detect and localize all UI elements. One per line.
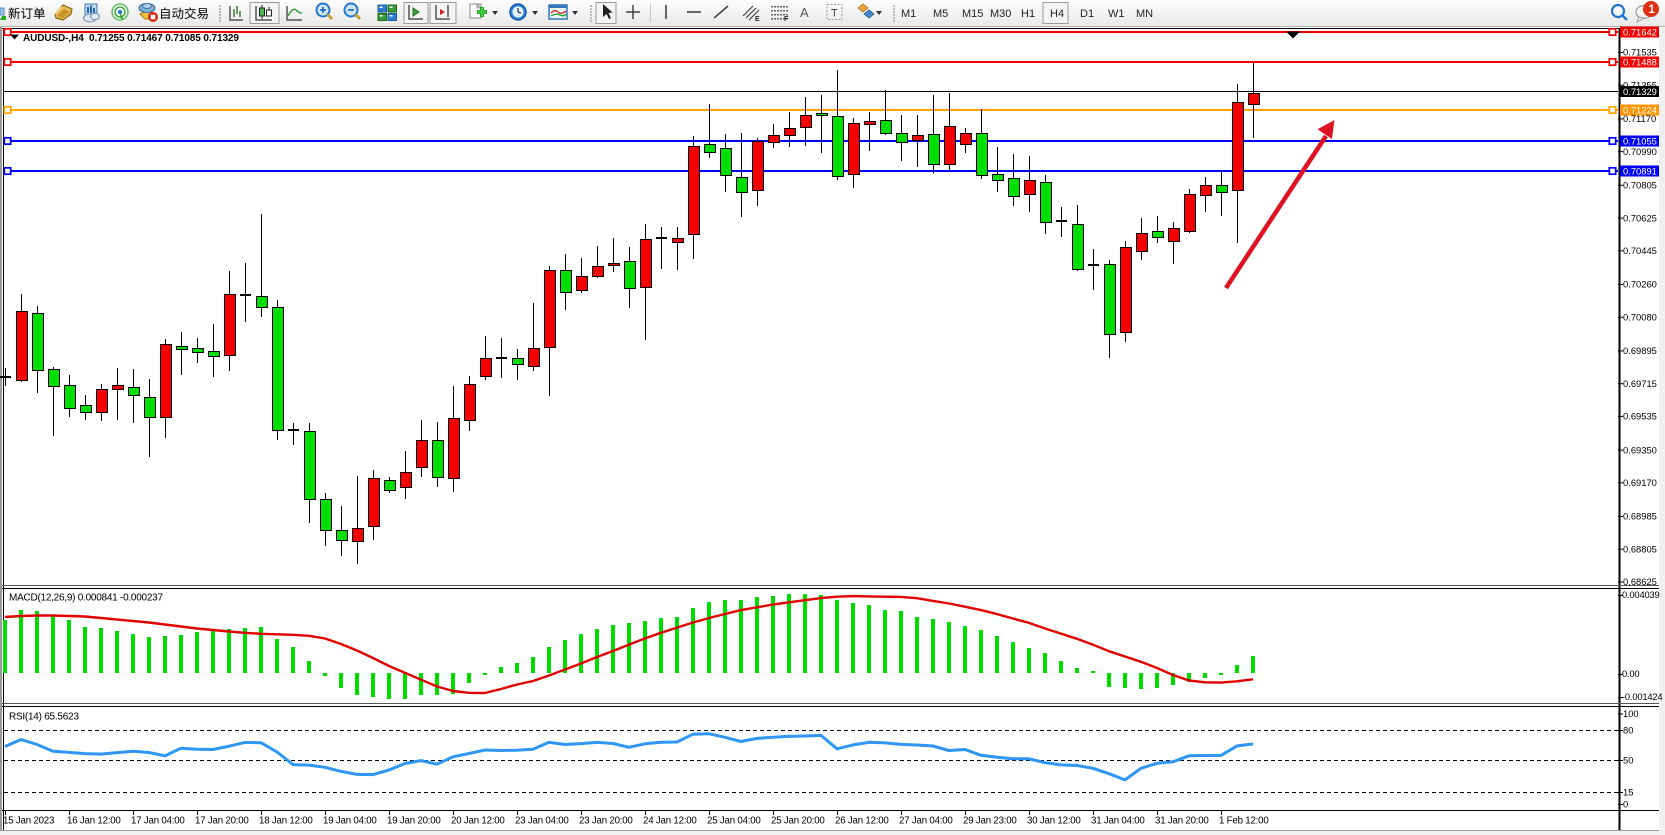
svg-text:25 Jan 04:00: 25 Jan 04:00 — [707, 816, 761, 827]
svg-text:F: F — [784, 16, 789, 23]
svg-text:17 Jan 20:00: 17 Jan 20:00 — [195, 816, 249, 827]
svg-text:0.70445: 0.70445 — [1623, 245, 1657, 256]
svg-text:50: 50 — [1623, 755, 1633, 766]
svg-text:16 Jan 12:00: 16 Jan 12:00 — [67, 816, 121, 827]
svg-text:31 Jan 20:00: 31 Jan 20:00 — [1155, 816, 1209, 827]
svg-text:15: 15 — [1623, 787, 1633, 798]
svg-text:27 Jan 04:00: 27 Jan 04:00 — [899, 816, 953, 827]
svg-text:0.71355: 0.71355 — [1623, 79, 1657, 90]
svg-text:M15: M15 — [962, 8, 983, 20]
svg-text:H1: H1 — [1021, 8, 1035, 20]
svg-text:MACD(12,26,9) 0.000841 -0.0002: MACD(12,26,9) 0.000841 -0.000237 — [9, 593, 163, 604]
svg-text:30 Jan 12:00: 30 Jan 12:00 — [1027, 816, 1081, 827]
svg-text:RSI(14) 65.5623: RSI(14) 65.5623 — [9, 712, 79, 723]
svg-text:H4: H4 — [1050, 8, 1064, 20]
svg-text:M5: M5 — [933, 8, 948, 20]
svg-text:0.71170: 0.71170 — [1623, 113, 1656, 124]
svg-text:0.71055: 0.71055 — [1623, 135, 1657, 146]
svg-text:0.69350: 0.69350 — [1623, 444, 1657, 455]
svg-text:0.71488: 0.71488 — [1623, 56, 1657, 67]
svg-text:-0.001424: -0.001424 — [1622, 691, 1662, 702]
svg-text:19 Jan 20:00: 19 Jan 20:00 — [387, 816, 441, 827]
svg-text:20 Jan 12:00: 20 Jan 12:00 — [451, 816, 505, 827]
svg-text:100: 100 — [1623, 708, 1639, 719]
svg-text:29 Jan 23:00: 29 Jan 23:00 — [963, 816, 1017, 827]
svg-text:0.68805: 0.68805 — [1623, 543, 1657, 554]
svg-text:0.70625: 0.70625 — [1623, 212, 1657, 223]
svg-text:0.70080: 0.70080 — [1623, 312, 1657, 323]
svg-text:26 Jan 12:00: 26 Jan 12:00 — [835, 816, 889, 827]
svg-text:15 Jan 2023: 15 Jan 2023 — [3, 816, 54, 827]
svg-text:E: E — [755, 16, 760, 23]
svg-text:0.71224: 0.71224 — [1623, 104, 1657, 115]
svg-text:W1: W1 — [1108, 8, 1125, 20]
svg-text:D1: D1 — [1080, 8, 1094, 20]
svg-text:0.71642: 0.71642 — [1623, 26, 1657, 37]
svg-text:18 Jan 12:00: 18 Jan 12:00 — [259, 816, 313, 827]
svg-text:0.69170: 0.69170 — [1623, 477, 1657, 488]
svg-text:AUDUSD-,H4 0.71255 0.71467 0.: AUDUSD-,H4 0.71255 0.71467 0.71085 0.713… — [23, 33, 239, 44]
svg-text:80: 80 — [1623, 725, 1633, 736]
svg-text:T: T — [831, 8, 838, 20]
svg-text:0.70990: 0.70990 — [1623, 146, 1657, 157]
svg-text:0.00: 0.00 — [1622, 668, 1639, 679]
svg-text:19 Jan 04:00: 19 Jan 04:00 — [323, 816, 377, 827]
svg-text:A: A — [800, 5, 809, 20]
svg-text:0.70891: 0.70891 — [1623, 165, 1657, 176]
svg-text:0.68985: 0.68985 — [1623, 511, 1657, 522]
svg-text:MN: MN — [1136, 8, 1153, 20]
svg-text:25 Jan 20:00: 25 Jan 20:00 — [771, 816, 825, 827]
svg-text:M1: M1 — [901, 8, 916, 20]
svg-text:1 Feb 12:00: 1 Feb 12:00 — [1219, 816, 1269, 827]
svg-text:0.71329: 0.71329 — [1623, 86, 1657, 97]
svg-text:M30: M30 — [990, 8, 1011, 20]
svg-text:23 Jan 20:00: 23 Jan 20:00 — [579, 816, 633, 827]
svg-text:24 Jan 12:00: 24 Jan 12:00 — [643, 816, 697, 827]
svg-text:1: 1 — [1649, 4, 1656, 16]
svg-text:0.69715: 0.69715 — [1623, 378, 1657, 389]
svg-text:0: 0 — [1623, 799, 1628, 810]
svg-text:0.70260: 0.70260 — [1623, 279, 1657, 290]
svg-text:0.69535: 0.69535 — [1623, 411, 1657, 422]
svg-text:0.70805: 0.70805 — [1623, 180, 1657, 191]
svg-text:31 Jan 04:00: 31 Jan 04:00 — [1091, 816, 1145, 827]
svg-text:0.71535: 0.71535 — [1623, 47, 1657, 58]
svg-text:0.004039: 0.004039 — [1622, 589, 1660, 600]
svg-text:23 Jan 04:00: 23 Jan 04:00 — [515, 816, 569, 827]
svg-text:0.68625: 0.68625 — [1623, 576, 1657, 587]
svg-text:0.69895: 0.69895 — [1623, 345, 1657, 356]
svg-text:17 Jan 04:00: 17 Jan 04:00 — [131, 816, 185, 827]
